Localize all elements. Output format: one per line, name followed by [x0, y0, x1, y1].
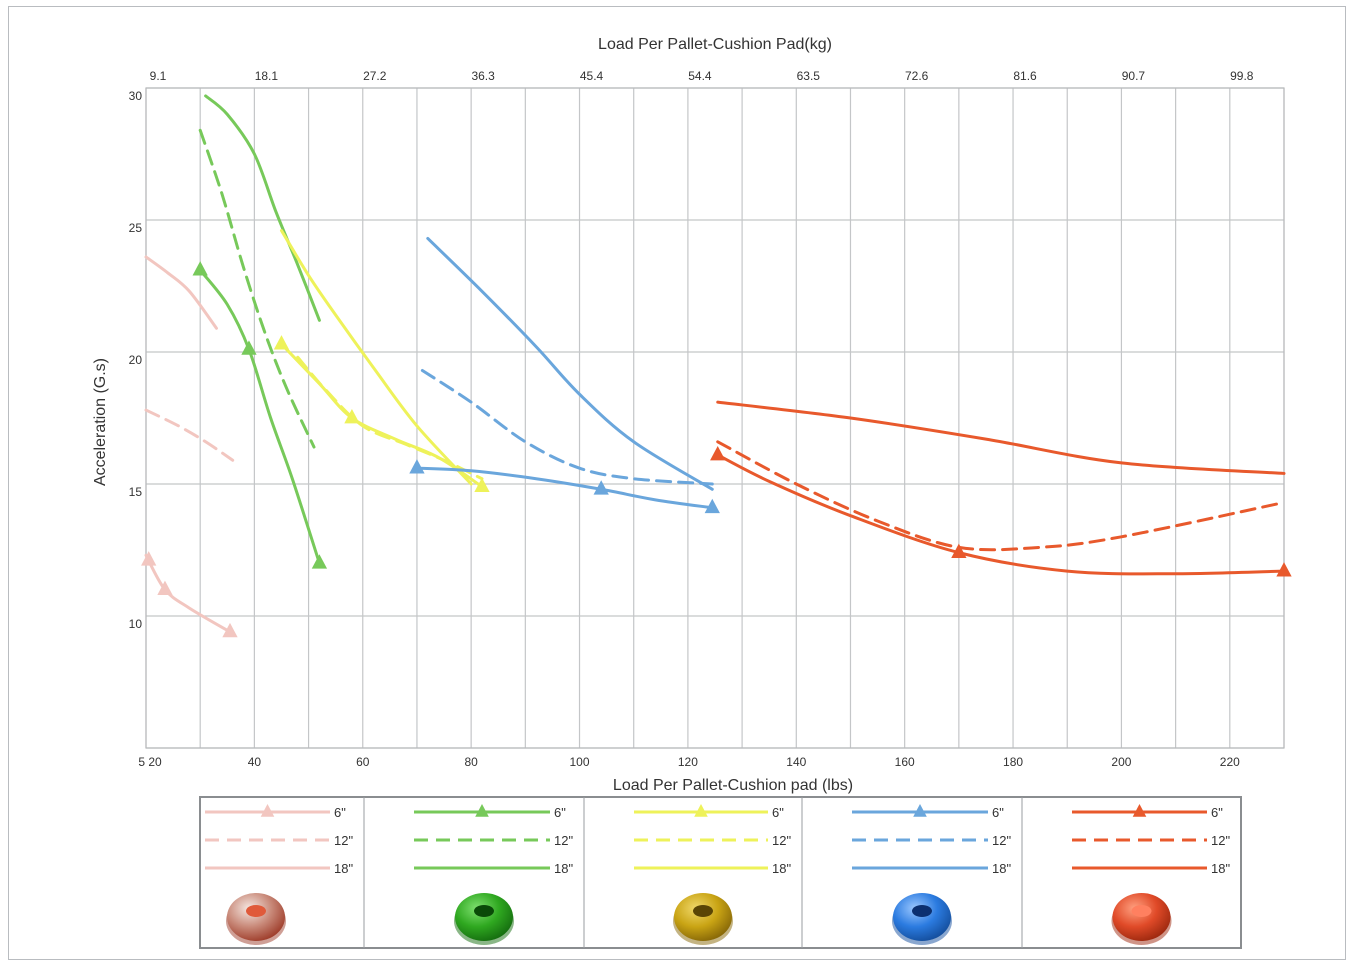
series-line — [296, 355, 484, 481]
plot-border — [145, 87, 1285, 749]
legend: 6" 12" 18" 6" 12" 18" 6" 12" 18" 6" 12" 18" 6" 12" 18" — [199, 796, 1242, 949]
series-line — [716, 440, 1286, 552]
series-line — [144, 408, 235, 462]
triangle-marker — [222, 622, 238, 638]
chart-curves — [141, 94, 1292, 638]
x2-tick-label: 81.6 — [1013, 69, 1037, 83]
x-tick-label: 180 — [1003, 755, 1023, 769]
series-line — [198, 268, 321, 565]
y-tick-label: 25 — [129, 221, 143, 235]
legend-label: 12" — [992, 833, 1011, 848]
pink-cushion-pad-icon — [226, 893, 286, 945]
series-line — [144, 553, 232, 634]
series-line — [279, 229, 473, 486]
triangle-marker — [273, 335, 290, 350]
chart-grid — [145, 87, 1285, 749]
legend-label: 6" — [992, 805, 1004, 820]
y-tick-label: 30 — [129, 89, 143, 103]
icon-hole — [474, 905, 494, 917]
triangle-marker — [474, 477, 490, 493]
series-line — [716, 400, 1286, 475]
series-line — [415, 466, 714, 510]
legend-label: 18" — [554, 861, 573, 876]
triangle-marker — [951, 543, 967, 559]
legend-label: 12" — [772, 833, 791, 848]
legend-label: 6" — [554, 805, 566, 820]
chart-axes: 5 20 40 60 80 100 120 140 160 180 200 220 9.1 18.1 27… — [129, 69, 1254, 769]
x2-tick-label: 72.6 — [905, 69, 929, 83]
icon-hole — [1131, 905, 1152, 917]
triangle-marker — [409, 459, 425, 474]
x-tick-label: 5 20 — [138, 755, 162, 769]
legend-label: 18" — [992, 861, 1011, 876]
triangle-marker — [1132, 804, 1147, 817]
triangle-marker — [260, 804, 275, 817]
triangle-marker — [311, 554, 328, 569]
x-tick-label: 100 — [570, 755, 590, 769]
x2-tick-label: 9.1 — [150, 69, 167, 83]
green-cushion-pad-icon — [454, 893, 514, 945]
figure-frame — [8, 6, 1346, 960]
x2-tick-label: 54.4 — [688, 69, 712, 83]
triangle-marker — [192, 261, 208, 276]
x-tick-label: 220 — [1220, 755, 1240, 769]
legend-label: 6" — [334, 805, 346, 820]
x2-tick-label: 18.1 — [255, 69, 279, 83]
series-line — [204, 94, 321, 322]
x2-tick-label: 90.7 — [1122, 69, 1146, 83]
series-line — [426, 236, 714, 491]
icon-hole — [693, 905, 713, 917]
red-cushion-pad-icon — [1111, 893, 1172, 945]
bottom-axis-title: Load Per Pallet-Cushion pad (lbs) — [613, 777, 853, 794]
triangle-marker — [475, 804, 489, 817]
x-tick-label: 80 — [464, 755, 478, 769]
x2-tick-label: 63.5 — [797, 69, 821, 83]
triangle-marker — [157, 580, 173, 595]
legend-label: 18" — [334, 861, 353, 876]
triangle-marker — [913, 804, 927, 817]
triangle-marker — [694, 804, 708, 817]
y-tick-label: 20 — [129, 353, 143, 367]
icon-hole — [912, 905, 932, 917]
yellow-cushion-pad-icon — [673, 893, 733, 945]
y-tick-label: 15 — [129, 485, 143, 499]
series-line — [144, 255, 218, 330]
triangle-marker — [241, 340, 257, 355]
series-line — [198, 128, 316, 449]
triangle-marker — [141, 551, 157, 566]
x-tick-label: 160 — [895, 755, 915, 769]
triangle-marker — [1276, 562, 1292, 577]
blue-cushion-pad-icon — [892, 893, 952, 945]
legend-label: 12" — [554, 833, 573, 848]
y-axis-title: Acceleration (G.s) — [92, 358, 109, 486]
x-tick-label: 40 — [248, 755, 262, 769]
top-axis-title: Load Per Pallet-Cushion Pad(kg) — [598, 36, 832, 53]
x-tick-label: 120 — [678, 755, 698, 769]
legend-label: 12" — [334, 833, 353, 848]
triangle-marker — [593, 480, 609, 495]
icon-hole — [246, 905, 266, 917]
series-line — [716, 453, 1286, 576]
legend-label: 18" — [1211, 861, 1230, 876]
x2-tick-label: 45.4 — [580, 69, 604, 83]
triangle-marker — [710, 445, 726, 461]
x2-tick-label: 36.3 — [471, 69, 495, 83]
x2-tick-label: 27.2 — [363, 69, 387, 83]
x-tick-label: 200 — [1111, 755, 1131, 769]
y-tick-label: 10 — [129, 617, 143, 631]
x-tick-label: 60 — [356, 755, 370, 769]
legend-label: 12" — [1211, 833, 1230, 848]
x2-tick-label: 99.8 — [1230, 69, 1254, 83]
legend-label: 6" — [772, 805, 784, 820]
triangle-marker — [704, 498, 720, 514]
legend-label: 18" — [772, 861, 791, 876]
series-line — [420, 368, 714, 486]
legend-label: 6" — [1211, 805, 1223, 820]
x-tick-label: 140 — [786, 755, 806, 769]
